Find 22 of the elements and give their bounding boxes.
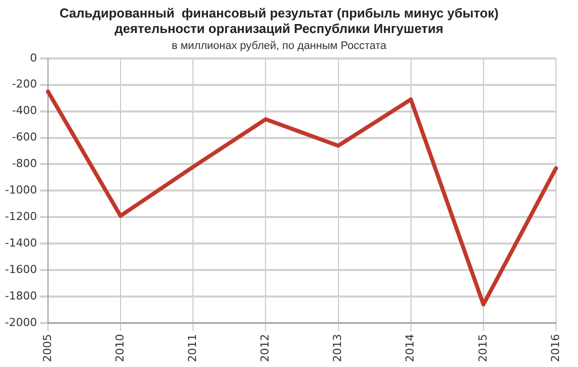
x-tick-label: 2013: [331, 334, 344, 362]
y-tick-label: -2000: [4, 316, 37, 329]
x-tick-label: 2010: [113, 334, 126, 362]
x-tick-label: 2014: [404, 334, 417, 362]
y-tick-label: -800: [12, 157, 37, 170]
y-tick-label: -600: [12, 130, 37, 144]
y-tick-label: -1000: [4, 184, 37, 197]
x-tick-label: 2016: [548, 334, 562, 362]
y-tick-label: 0: [30, 51, 37, 64]
y-tick-label: -1800: [4, 289, 37, 302]
x-tick-label: 2005: [40, 334, 54, 362]
y-tick-label: -400: [12, 104, 37, 118]
text: деятельности организаций Республики Ингушетия: [114, 20, 444, 36]
y-tick-label: -200: [12, 78, 37, 91]
y-tick-label: -1200: [4, 210, 37, 224]
text: Сальдированный финансовый результат (прибыль минус убыток): [59, 5, 499, 20]
x-tick-label: 2011: [186, 334, 199, 362]
y-tick-label: -1400: [4, 236, 37, 250]
y-tick-label: -1600: [4, 262, 37, 276]
chart-subtitle: в миллионах рублей, по данным Росстата: [172, 40, 388, 52]
x-tick-label: 2012: [258, 334, 272, 362]
x-tick-label: 2015: [476, 334, 490, 362]
